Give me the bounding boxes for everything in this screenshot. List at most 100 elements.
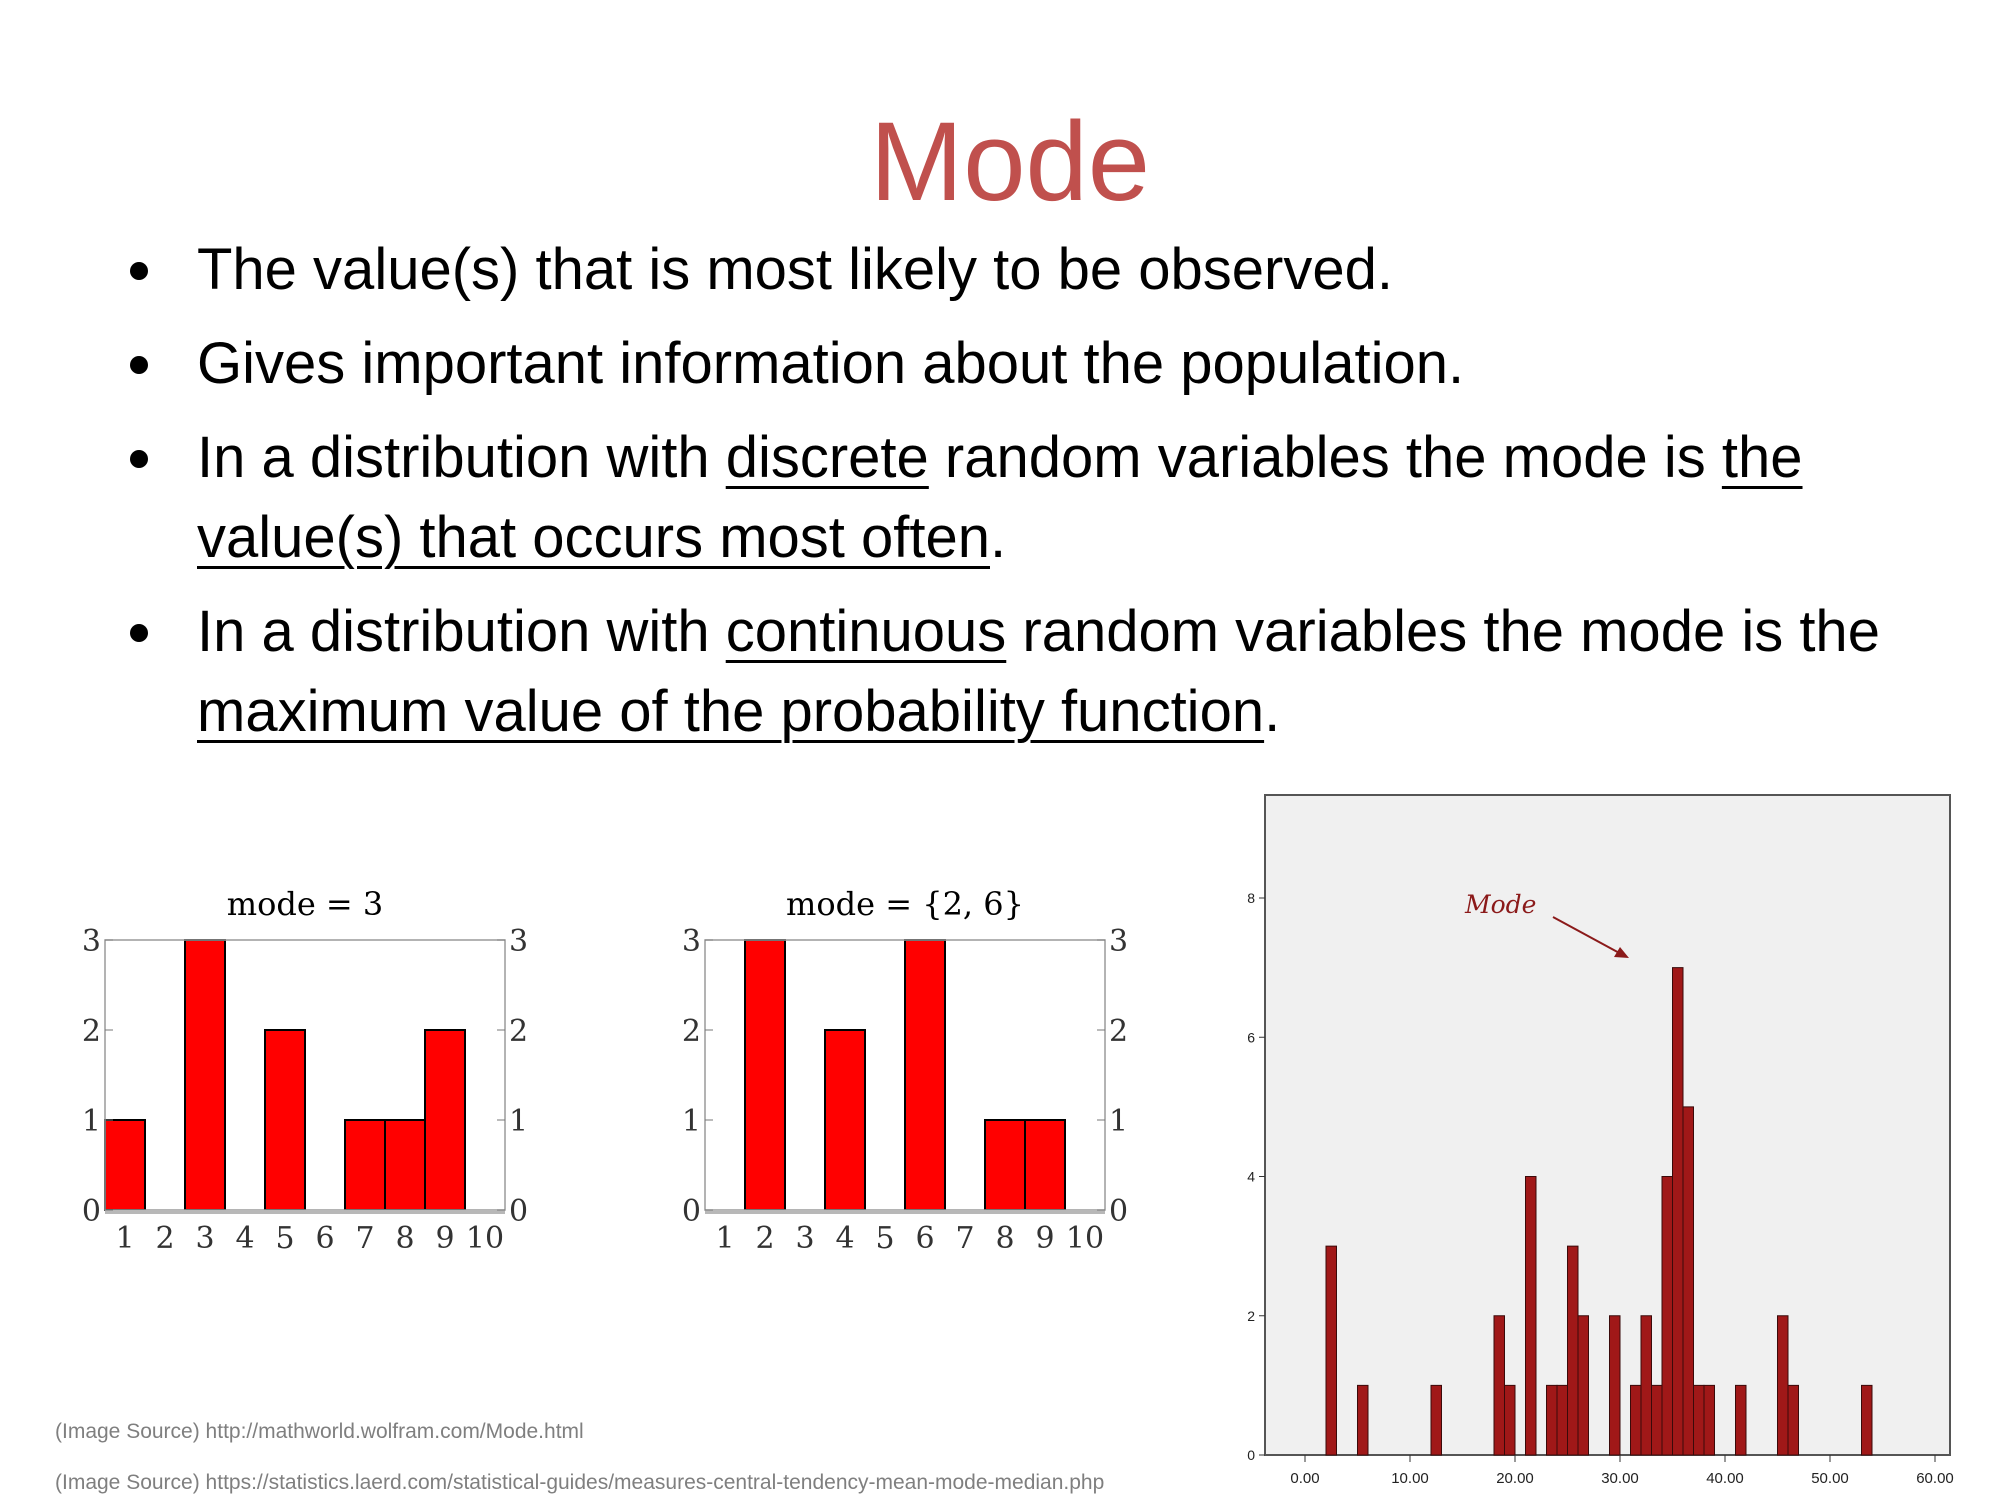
y-tick-label: 2 xyxy=(82,1014,101,1049)
chart-mode-3: mode = 30 01 12 23 31 2 3 4 5 6 7 8 9 10 xyxy=(82,885,528,1256)
bar xyxy=(184,939,226,1211)
x-tick-label: 3 xyxy=(795,1221,814,1256)
y-tick-label: 8 xyxy=(1247,890,1255,906)
x-tick-label: 0.00 xyxy=(1290,1470,1319,1487)
x-tick-label: 1 xyxy=(115,1221,134,1256)
bullet-item: In a distribution with continuous random… xyxy=(120,592,1900,752)
bullet-text: The value(s) that is most likely to be o… xyxy=(197,237,1393,302)
y-tick-label: 1 xyxy=(682,1104,701,1139)
x-tick-label: 7 xyxy=(955,1221,974,1256)
histogram-bar xyxy=(1430,1384,1442,1456)
bar xyxy=(1024,1119,1066,1211)
histogram-bar xyxy=(1609,1315,1621,1456)
x-tick-label: 4 xyxy=(235,1221,254,1256)
x-tick-label: 2 xyxy=(155,1221,174,1256)
bullet-item: In a distribution with discrete random v… xyxy=(120,418,1900,578)
x-tick-label: 10.00 xyxy=(1391,1470,1429,1487)
y-tick-label-right: 2 xyxy=(509,1014,528,1049)
x-tick-label: 10 xyxy=(1066,1221,1104,1256)
bar xyxy=(344,1119,386,1211)
histogram-bar xyxy=(1357,1384,1369,1456)
bullet-item: Gives important information about the po… xyxy=(120,324,1900,404)
chart-title: mode = {2, 6} xyxy=(786,885,1024,923)
x-tick-label: 2 xyxy=(755,1221,774,1256)
bar xyxy=(384,1119,426,1211)
y-tick-label: 4 xyxy=(1247,1169,1255,1185)
underlined-term: maximum value of the probability functio… xyxy=(197,679,1265,744)
bar xyxy=(264,1029,306,1211)
bullet-text: In a distribution with xyxy=(197,425,726,490)
mode-arrow-head xyxy=(1614,947,1629,958)
bullet-text: . xyxy=(1264,679,1281,744)
histogram-bar xyxy=(1735,1384,1747,1456)
y-tick-label: 2 xyxy=(682,1014,701,1049)
y-tick-label: 0 xyxy=(682,1194,701,1229)
mode-annotation: Mode xyxy=(1464,890,1536,919)
x-tick-label: 9 xyxy=(435,1221,454,1256)
bullet-text: Gives important information about the po… xyxy=(197,331,1465,396)
x-tick-label: 10 xyxy=(466,1221,504,1256)
x-tick-label: 3 xyxy=(195,1221,214,1256)
histogram-bar xyxy=(1504,1384,1516,1456)
x-tick-label: 5 xyxy=(875,1221,894,1256)
histogram-bar xyxy=(1640,1315,1652,1456)
histogram-bar xyxy=(1567,1245,1579,1456)
histogram-bar xyxy=(1861,1384,1873,1456)
y-tick-label: 2 xyxy=(1247,1308,1255,1324)
plot-panel xyxy=(1264,794,1951,1456)
x-tick-label: 4 xyxy=(835,1221,854,1256)
y-tick-label-right: 2 xyxy=(1109,1014,1128,1049)
x-tick-label: 50.00 xyxy=(1811,1470,1849,1487)
histogram-bar xyxy=(1672,967,1684,1456)
y-tick-label-right: 0 xyxy=(509,1194,528,1229)
histogram-bar xyxy=(1787,1384,1799,1456)
y-tick-label: 3 xyxy=(82,924,101,959)
image-source-2: (Image Source) https://statistics.laerd.… xyxy=(55,1471,1105,1494)
x-tick-label: 8 xyxy=(395,1221,414,1256)
histogram-bar xyxy=(1630,1384,1642,1456)
bullet-list: The value(s) that is most likely to be o… xyxy=(120,230,1900,766)
x-tick-label: 60.00 xyxy=(1916,1470,1954,1487)
bar xyxy=(104,1119,146,1211)
bullet-text: random variables the mode is xyxy=(928,425,1722,490)
bullet-text: In a distribution with xyxy=(197,599,726,664)
x-tick-label: 20.00 xyxy=(1496,1470,1534,1487)
bullet-text: . xyxy=(990,505,1007,570)
y-tick-label-right: 3 xyxy=(509,924,528,959)
x-tick-label: 30.00 xyxy=(1601,1470,1639,1487)
image-source-1: (Image Source) http://mathworld.wolfram.… xyxy=(55,1420,584,1443)
y-tick-label: 3 xyxy=(682,924,701,959)
y-tick-label-right: 1 xyxy=(509,1104,528,1139)
y-tick-label: 1 xyxy=(82,1104,101,1139)
bar xyxy=(904,939,946,1211)
bar xyxy=(424,1029,466,1211)
bullet-item: The value(s) that is most likely to be o… xyxy=(120,230,1900,310)
x-tick-label: 5 xyxy=(275,1221,294,1256)
x-tick-label: 8 xyxy=(995,1221,1014,1256)
histogram-bar xyxy=(1661,1176,1673,1456)
chart-title: mode = 3 xyxy=(227,885,384,923)
x-tick-label: 6 xyxy=(915,1221,934,1256)
bar xyxy=(984,1119,1026,1211)
histogram-bar xyxy=(1525,1176,1537,1456)
bullet-text: random variables the mode is the xyxy=(1006,599,1880,664)
histogram-bar xyxy=(1777,1315,1789,1456)
y-tick-label-right: 3 xyxy=(1109,924,1128,959)
underlined-term: the value(s) that occurs most often xyxy=(197,425,1803,570)
histogram-bar xyxy=(1546,1384,1558,1456)
histogram-bar xyxy=(1693,1384,1705,1456)
x-tick-label: 6 xyxy=(315,1221,334,1256)
y-tick-label: 0 xyxy=(1247,1447,1255,1463)
histogram-bar xyxy=(1493,1315,1505,1456)
bar xyxy=(744,939,786,1211)
histogram-bar xyxy=(1703,1384,1715,1456)
x-tick-label: 9 xyxy=(1035,1221,1054,1256)
y-tick-label-right: 0 xyxy=(1109,1194,1128,1229)
histogram-bar xyxy=(1577,1315,1589,1456)
histogram-bar xyxy=(1556,1384,1568,1456)
x-tick-label: 40.00 xyxy=(1706,1470,1744,1487)
y-tick-label-right: 1 xyxy=(1109,1104,1128,1139)
histogram-bar xyxy=(1651,1384,1663,1456)
slide-title: Mode xyxy=(869,99,1151,224)
